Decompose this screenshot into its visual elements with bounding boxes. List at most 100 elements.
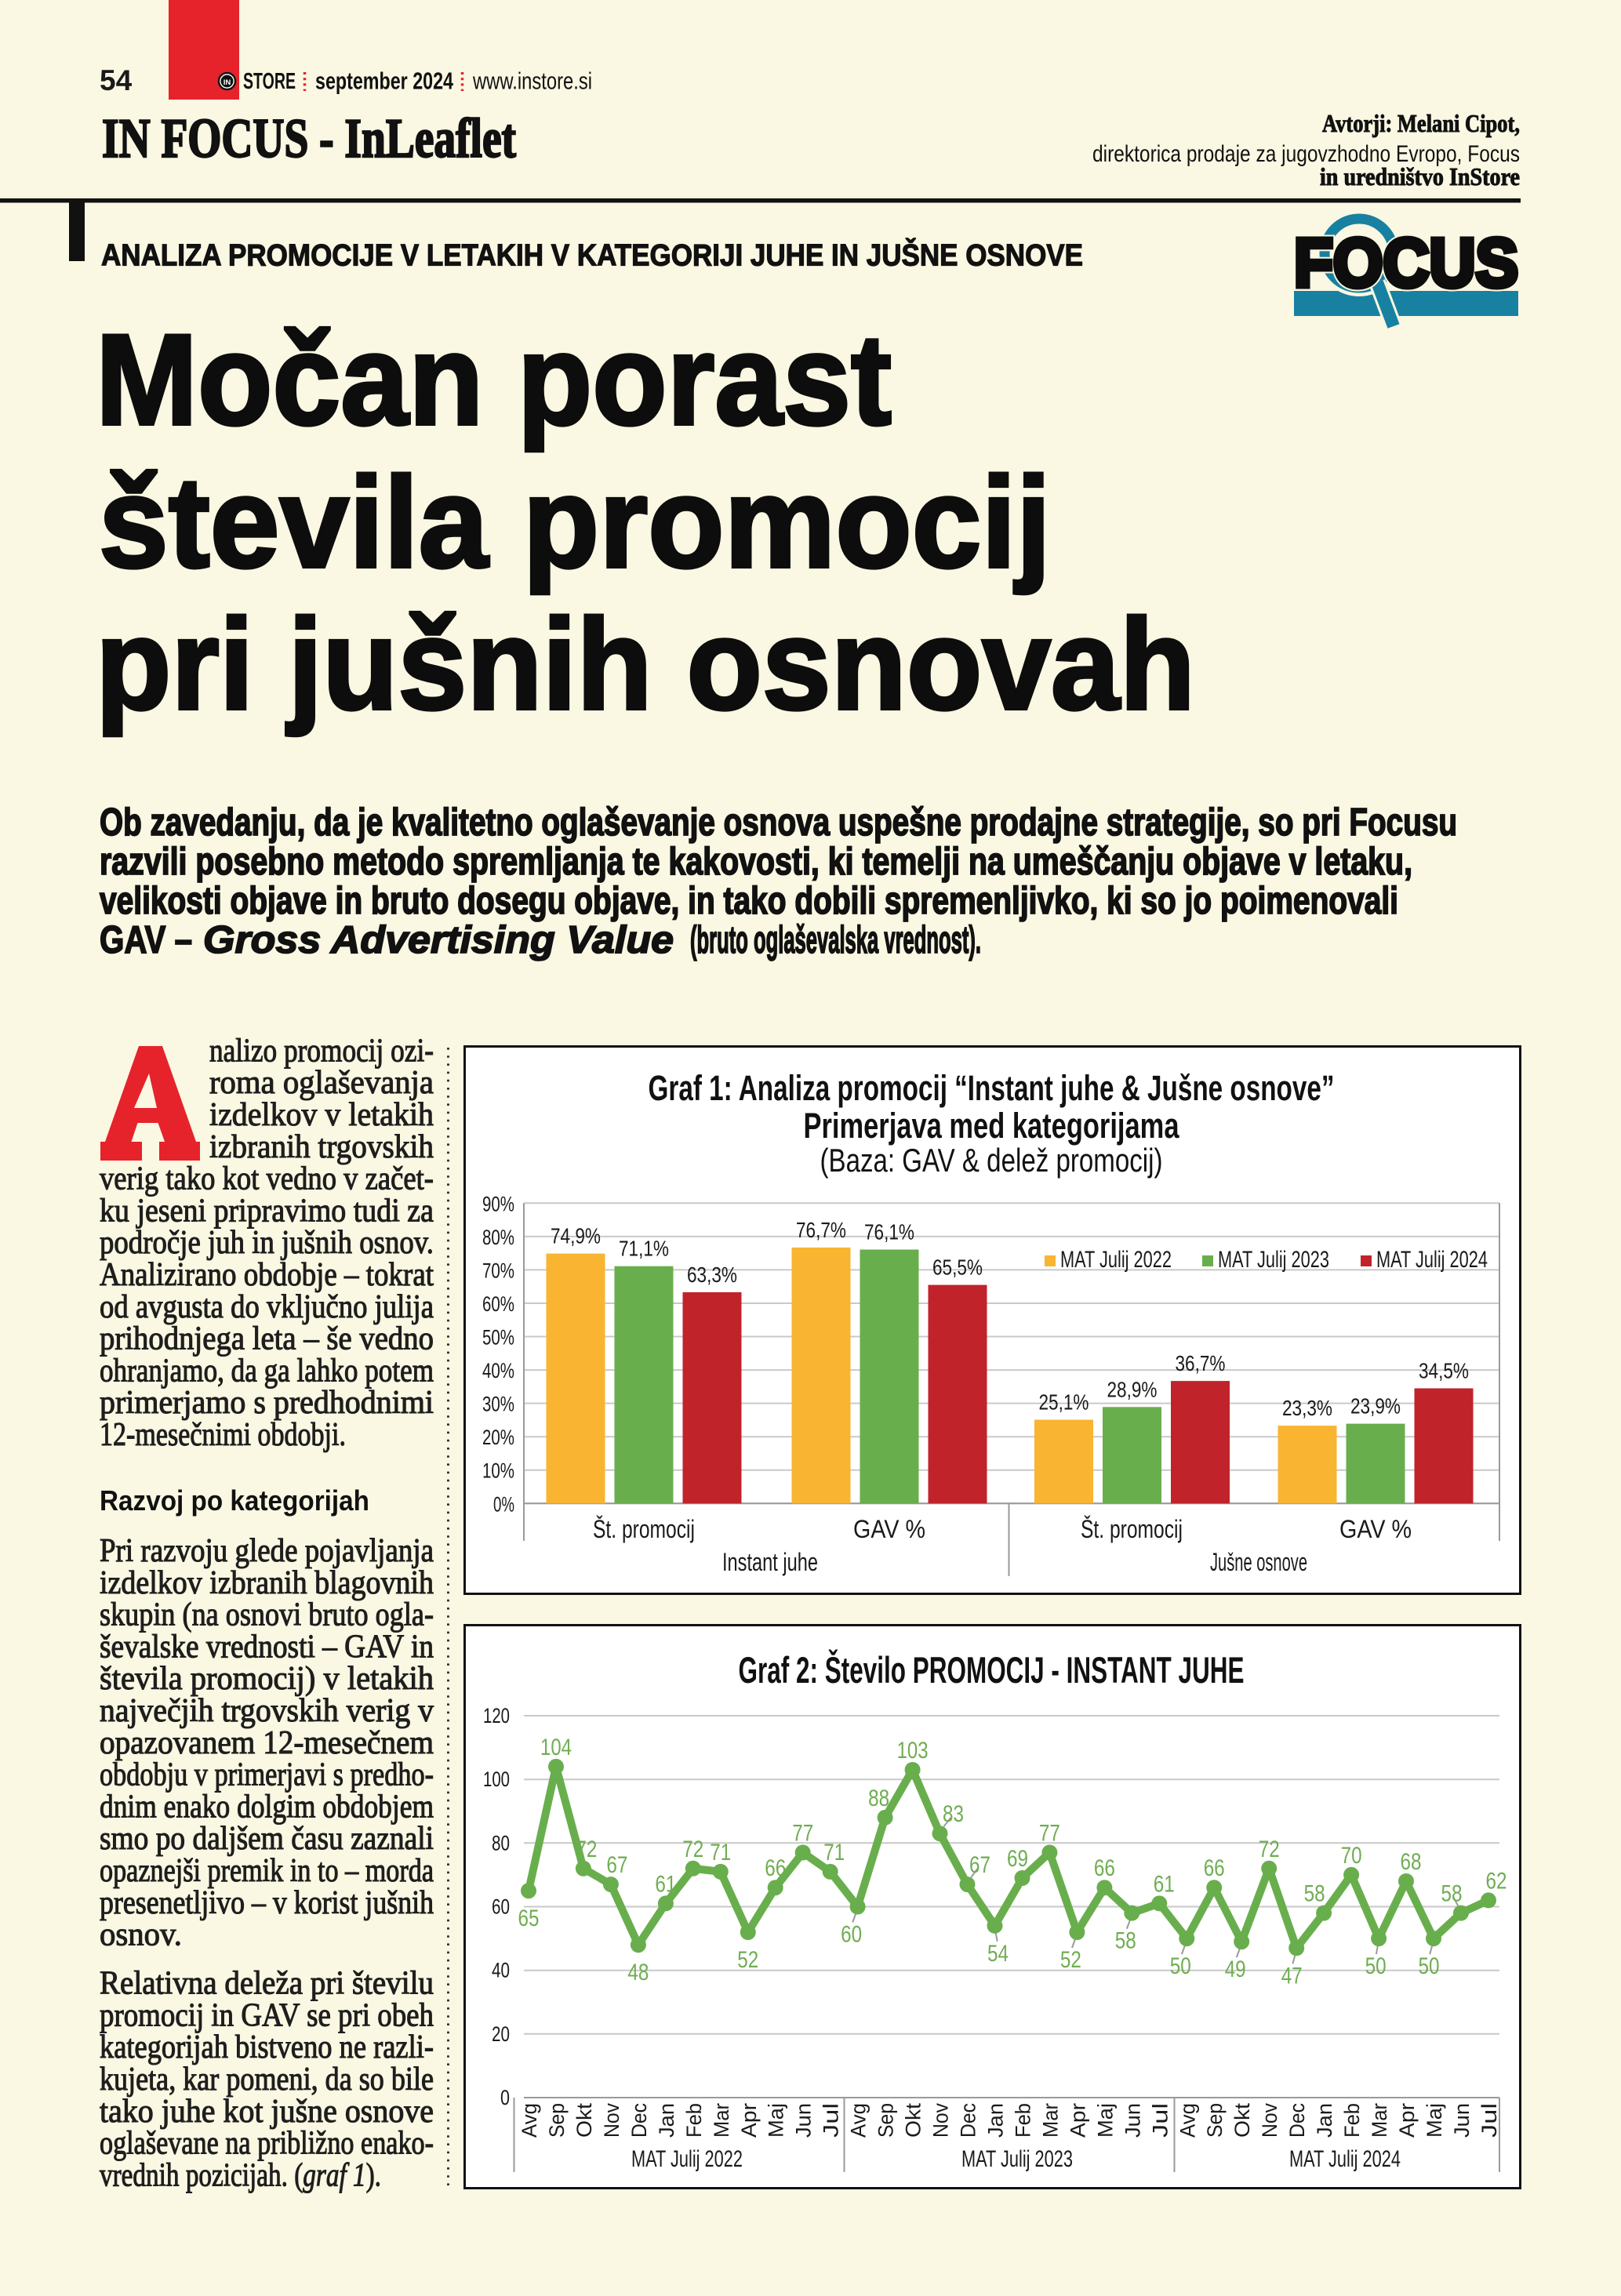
svg-text:72: 72	[682, 1836, 703, 1862]
svg-text:60: 60	[492, 1895, 510, 1919]
svg-text:Št. promocij: Št. promocij	[593, 1515, 695, 1543]
svg-text:Apr: Apr	[1395, 2103, 1419, 2138]
svg-text:48: 48	[627, 1960, 649, 1985]
svg-text:54: 54	[987, 1941, 1009, 1967]
svg-text:opazovanem 12-mesečnem: opazovanem 12-mesečnem	[100, 1725, 434, 1761]
svg-text:STORE: STORE	[243, 69, 296, 94]
svg-text:Gross Advertising Value: Gross Advertising Value	[203, 919, 674, 961]
svg-text:MAT Julij 2023: MAT Julij 2023	[961, 2146, 1073, 2172]
svg-text:66: 66	[765, 1855, 786, 1881]
svg-text:36,7%: 36,7%	[1176, 1351, 1226, 1375]
svg-text:40%: 40%	[482, 1359, 514, 1382]
svg-text:70: 70	[1341, 1843, 1362, 1869]
svg-text:Mar: Mar	[1038, 2103, 1062, 2138]
svg-text:58: 58	[1441, 1881, 1463, 1907]
svg-text:69: 69	[1007, 1846, 1028, 1872]
svg-text:(Baza: GAV & delež promocij): (Baza: GAV & delež promocij)	[820, 1142, 1163, 1179]
svg-text:Dec: Dec	[957, 2103, 980, 2138]
svg-text:izdelkov izbranih blagovnih: izdelkov izbranih blagovnih	[100, 1565, 434, 1601]
svg-text:76,1%: 76,1%	[864, 1220, 914, 1244]
svg-text:25,1%: 25,1%	[1039, 1390, 1089, 1415]
svg-text:MAT Julij 2024: MAT Julij 2024	[1289, 2146, 1401, 2172]
svg-text:največjih trgovskih verig v: največjih trgovskih verig v	[100, 1693, 434, 1729]
svg-text:osnov.: osnov.	[100, 1917, 182, 1953]
svg-text:razvili posebno metodo spremlj: razvili posebno metodo spremljanja te ka…	[100, 841, 1412, 883]
svg-text:Jun: Jun	[792, 2103, 816, 2138]
svg-text:Jul: Jul	[1477, 2103, 1501, 2138]
svg-text:Okt: Okt	[572, 2102, 596, 2138]
svg-text:50%: 50%	[482, 1326, 514, 1350]
svg-text:GAV –: GAV –	[100, 919, 192, 961]
svg-text:120: 120	[483, 1704, 510, 1727]
svg-text:65: 65	[518, 1905, 540, 1931]
svg-text:71: 71	[823, 1840, 845, 1866]
svg-text:september 2024: september 2024	[315, 67, 454, 95]
svg-text:77: 77	[1039, 1821, 1060, 1847]
svg-text:FOCUS: FOCUS	[1294, 225, 1518, 301]
svg-text:direktorica prodaje za jugovzh: direktorica prodaje za jugovzhodno Evrop…	[1092, 141, 1520, 167]
svg-text:Dec: Dec	[1285, 2103, 1309, 2138]
svg-text:Nov: Nov	[1258, 2103, 1281, 2138]
svg-text:ku jeseni pripravimo tudi za: ku jeseni pripravimo tudi za	[100, 1193, 434, 1229]
svg-text:66: 66	[1204, 1855, 1225, 1881]
svg-text:ohranjamo, da ga lahko potem: ohranjamo, da ga lahko potem	[100, 1353, 434, 1389]
svg-text:kujeta, kar pomeni, da so bile: kujeta, kar pomeni, da so bile	[100, 2062, 434, 2098]
svg-text:nalizo promocij ozi-: nalizo promocij ozi-	[209, 1033, 434, 1069]
svg-text:54: 54	[100, 64, 133, 96]
svg-text:GAV %: GAV %	[1339, 1515, 1412, 1543]
svg-text:števila promocij) v letakih: števila promocij) v letakih	[100, 1661, 434, 1697]
svg-text:0: 0	[500, 2086, 510, 2109]
svg-text:67: 67	[969, 1852, 990, 1878]
svg-text:področje juh in jušnih osnov.: področje juh in jušnih osnov.	[100, 1225, 434, 1261]
svg-text:Sep: Sep	[1203, 2103, 1227, 2138]
svg-text:66: 66	[1094, 1855, 1115, 1881]
svg-text:prihodnjega leta – še vedno: prihodnjega leta – še vedno	[100, 1321, 434, 1357]
svg-text:Pri razvoju glede pojavljanja: Pri razvoju glede pojavljanja	[100, 1533, 434, 1569]
svg-text:60%: 60%	[482, 1292, 514, 1316]
svg-text:ANALIZA PROMOCIJE V LETAKIH V: ANALIZA PROMOCIJE V LETAKIH V KATEGORIJI…	[101, 238, 1083, 273]
svg-text:Apr: Apr	[1066, 2103, 1089, 2138]
svg-text:Jul: Jul	[820, 2103, 843, 2138]
svg-text:Avg: Avg	[518, 2103, 541, 2138]
svg-text:58: 58	[1115, 1928, 1136, 1954]
svg-text:števila promocij: števila promocij	[99, 450, 1051, 594]
svg-text:63,3%: 63,3%	[687, 1262, 737, 1287]
svg-text:Razvoj po kategorijah: Razvoj po kategorijah	[100, 1484, 369, 1517]
svg-text:80%: 80%	[482, 1226, 514, 1249]
svg-text:Graf 2: Število PROMOCIJ - INS: Graf 2: Število PROMOCIJ - INSTANT JUHE	[739, 1649, 1245, 1691]
svg-text:primerjamo s predhodnimi: primerjamo s predhodnimi	[100, 1385, 434, 1421]
svg-text:23,3%: 23,3%	[1282, 1396, 1332, 1420]
svg-text:Feb: Feb	[1340, 2103, 1364, 2138]
svg-text:IN FOCUS - InLeaflet: IN FOCUS - InLeaflet	[102, 108, 516, 169]
svg-text:Jan: Jan	[655, 2103, 678, 2138]
svg-text:74,9%: 74,9%	[551, 1224, 601, 1248]
svg-text:34,5%: 34,5%	[1419, 1359, 1469, 1383]
svg-text:Instant juhe: Instant juhe	[722, 1548, 818, 1576]
svg-text:Ob zavedanju, da je kvalitetno: Ob zavedanju, da je kvalitetno oglaševan…	[100, 801, 1457, 844]
svg-text:Mar: Mar	[710, 2103, 733, 2138]
svg-text:Relativna deleža pri številu: Relativna deleža pri številu	[100, 1966, 434, 2002]
svg-text:104: 104	[540, 1735, 572, 1760]
svg-text:Jun: Jun	[1450, 2103, 1474, 2138]
svg-text:80: 80	[492, 1831, 510, 1855]
svg-text:pri jušnih osnovah: pri jušnih osnovah	[96, 592, 1195, 736]
svg-text:50: 50	[1170, 1953, 1191, 1979]
svg-text:Št. promocij: Št. promocij	[1081, 1515, 1183, 1543]
svg-text:68: 68	[1401, 1849, 1422, 1875]
svg-text:kategorijah bistveno ne razli-: kategorijah bistveno ne razli-	[100, 2029, 434, 2065]
svg-text:Primerjava med kategorijama: Primerjava med kategorijama	[804, 1106, 1180, 1146]
svg-text:40: 40	[492, 1959, 510, 1982]
svg-text:Jun: Jun	[1121, 2103, 1144, 2138]
svg-text:50: 50	[1419, 1953, 1440, 1979]
svg-text:61: 61	[1154, 1871, 1175, 1897]
svg-text:83: 83	[943, 1801, 964, 1827]
svg-text:MAT Julij 2023: MAT Julij 2023	[1218, 1247, 1329, 1273]
svg-text:dnim enako dolgim obdobjem: dnim enako dolgim obdobjem	[100, 1789, 434, 1825]
svg-text:Jul: Jul	[1148, 2103, 1172, 2138]
svg-text:Nov: Nov	[600, 2103, 623, 2138]
svg-text:47: 47	[1281, 1963, 1303, 1989]
svg-text:71: 71	[710, 1840, 731, 1866]
svg-text:12-mesečnimi obdobji.: 12-mesečnimi obdobji.	[100, 1417, 346, 1453]
svg-text:od avgusta do vključno julija: od avgusta do vključno julija	[100, 1289, 434, 1325]
svg-text:10%: 10%	[482, 1459, 514, 1483]
